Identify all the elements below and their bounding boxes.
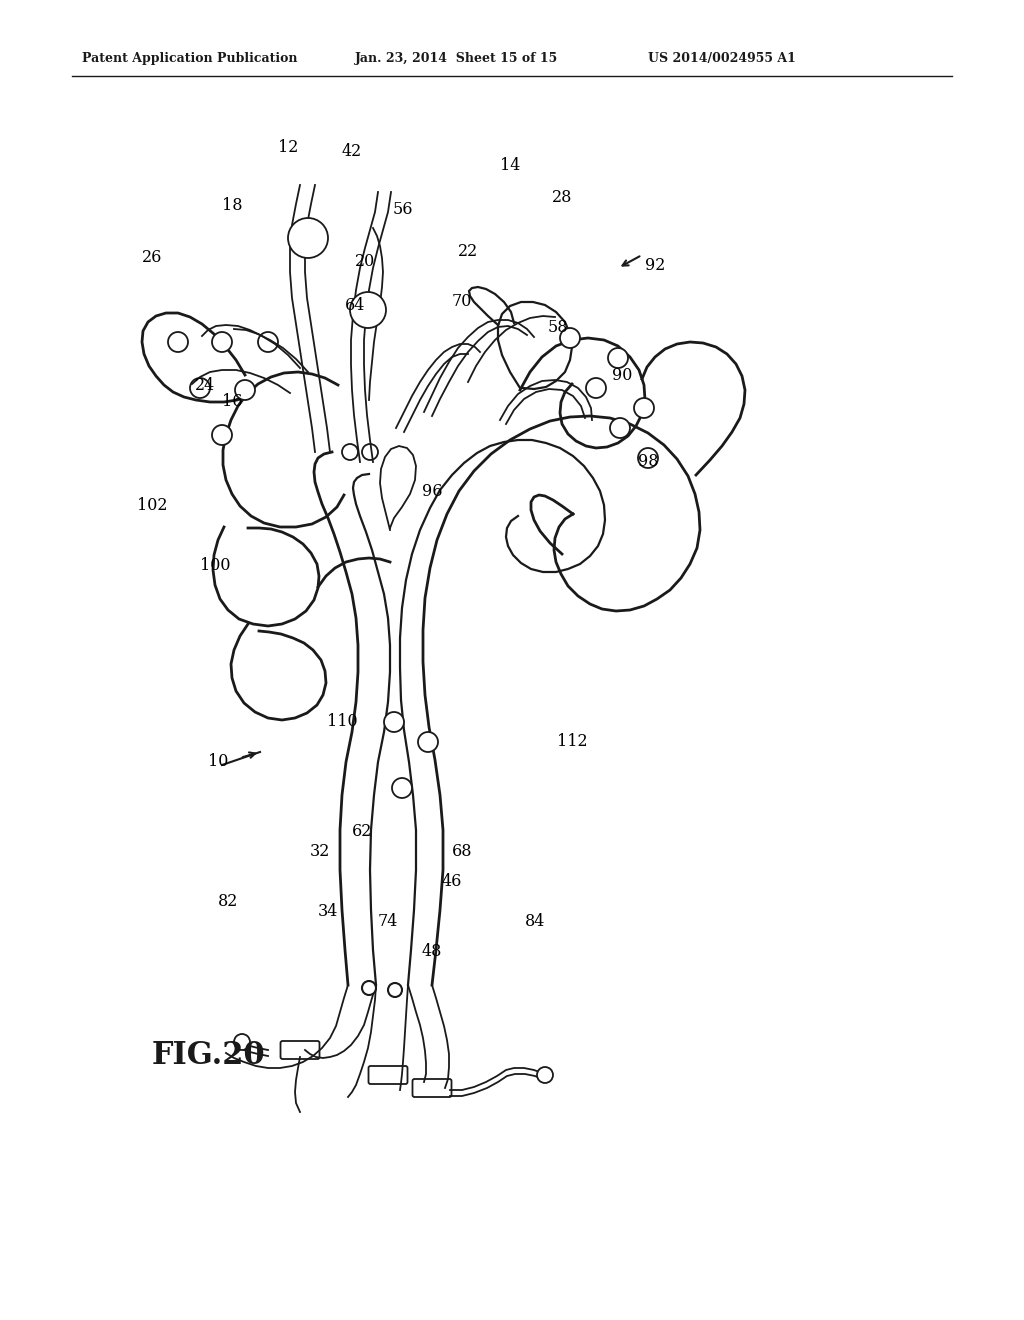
Circle shape [234, 1034, 250, 1049]
Text: 22: 22 [458, 243, 478, 260]
Text: 74: 74 [378, 913, 398, 931]
Text: Jan. 23, 2014  Sheet 15 of 15: Jan. 23, 2014 Sheet 15 of 15 [355, 51, 558, 65]
Text: 28: 28 [552, 190, 572, 206]
Text: 58: 58 [548, 319, 568, 337]
Text: 32: 32 [310, 843, 330, 861]
Text: 82: 82 [218, 894, 239, 911]
Text: 112: 112 [557, 734, 588, 751]
Circle shape [537, 1067, 553, 1082]
Circle shape [392, 777, 412, 799]
FancyBboxPatch shape [369, 1067, 408, 1084]
Circle shape [388, 983, 402, 997]
Text: 20: 20 [355, 253, 375, 271]
Circle shape [586, 378, 606, 399]
Text: 84: 84 [525, 913, 545, 931]
Text: Patent Application Publication: Patent Application Publication [82, 51, 298, 65]
Circle shape [342, 444, 358, 459]
Text: 12: 12 [278, 140, 298, 157]
Circle shape [350, 292, 386, 327]
Circle shape [168, 333, 188, 352]
Circle shape [608, 348, 628, 368]
Text: 56: 56 [393, 202, 414, 219]
Text: 64: 64 [345, 297, 366, 314]
FancyBboxPatch shape [281, 1041, 319, 1059]
Circle shape [234, 380, 255, 400]
Text: 100: 100 [200, 557, 230, 573]
Circle shape [418, 733, 438, 752]
Text: 92: 92 [645, 256, 666, 273]
Circle shape [190, 378, 210, 399]
Text: US 2014/0024955 A1: US 2014/0024955 A1 [648, 51, 796, 65]
Circle shape [560, 327, 580, 348]
Text: 26: 26 [141, 249, 162, 267]
Text: 110: 110 [327, 714, 357, 730]
Text: 70: 70 [452, 293, 472, 310]
FancyBboxPatch shape [413, 1078, 452, 1097]
Text: 62: 62 [352, 824, 372, 841]
Circle shape [362, 981, 376, 995]
Text: FIG.20: FIG.20 [152, 1040, 265, 1071]
Text: 42: 42 [342, 144, 362, 161]
Circle shape [212, 333, 232, 352]
Circle shape [362, 444, 378, 459]
Circle shape [634, 399, 654, 418]
Text: 14: 14 [500, 157, 520, 173]
Text: 90: 90 [611, 367, 632, 384]
Text: 48: 48 [422, 944, 442, 961]
Circle shape [212, 425, 232, 445]
Text: 96: 96 [422, 483, 442, 500]
Text: 46: 46 [441, 874, 462, 891]
Text: 16: 16 [222, 393, 243, 411]
Circle shape [384, 711, 404, 733]
Circle shape [288, 218, 328, 257]
Text: 24: 24 [195, 376, 215, 393]
Text: 34: 34 [317, 903, 338, 920]
Text: 68: 68 [452, 843, 472, 861]
Text: 98: 98 [638, 454, 658, 470]
Text: 18: 18 [222, 197, 243, 214]
Text: 10: 10 [208, 754, 228, 771]
Circle shape [638, 447, 658, 469]
Circle shape [258, 333, 278, 352]
Circle shape [610, 418, 630, 438]
Text: 102: 102 [137, 496, 167, 513]
